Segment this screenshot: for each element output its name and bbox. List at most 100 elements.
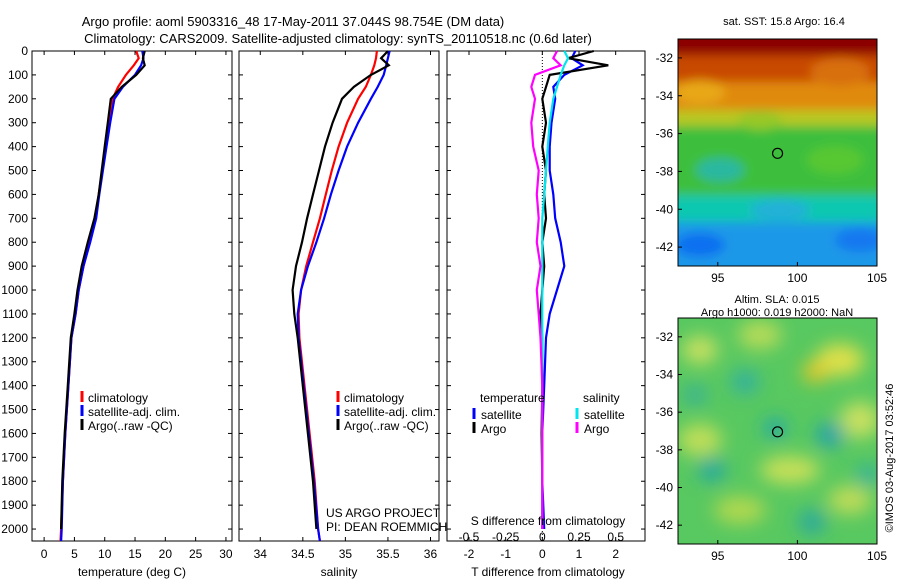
sla-map-title-line1: Altim. SLA: 0.015 [735, 294, 820, 306]
depth-tick-label: 500 [8, 164, 28, 178]
sla-map-title-line2: Argo h1000: 0.019 h2000: NaN [701, 307, 853, 319]
lat-tick-label: -42 [656, 240, 674, 254]
lat-tick-label: -34 [656, 89, 674, 103]
s-tick-label: -0.5 [459, 530, 480, 544]
figure-title-line2: Climatology: CARS2009. Satellite-adjuste… [84, 31, 592, 46]
project-annotation: US ARGO PROJECT [326, 506, 441, 520]
legend-label: satellite-adj. clim. [88, 405, 180, 419]
salinity-panel: 34 34.5 35 35.5 36 salinity climatologysatel… [238, 50, 447, 579]
x-tick-label: 35.5 [376, 547, 400, 561]
x-tick-label: 0 [41, 547, 48, 561]
x-tick-label: -1 [500, 547, 511, 561]
x-tick-label: 25 [189, 547, 203, 561]
legend-label: Argo(..raw -QC) [88, 419, 173, 433]
depth-tick-label: 1900 [1, 498, 28, 512]
s-tick-label: 0 [539, 530, 546, 544]
depth-tick-label: 1200 [1, 331, 28, 345]
lat-tick-label: -40 [656, 202, 674, 216]
sla-map-panel: Altim. SLA: 0.015 Argo h1000: 0.019 h200… [656, 294, 888, 563]
legend-label: satellite [481, 408, 522, 422]
sst-field [678, 39, 877, 266]
temperature-profile-line-0 [59, 50, 140, 542]
x-tick-label: 10 [98, 547, 112, 561]
lon-tick-label: 100 [787, 549, 807, 563]
x-tick-label: 15 [128, 547, 142, 561]
depth-tick-label: 400 [8, 140, 28, 154]
difference-profile-line-0 [541, 50, 585, 530]
depth-tick-label: 600 [8, 187, 28, 201]
depth-tick-label: 1100 [2, 307, 28, 321]
lon-tick-label: 105 [867, 549, 887, 563]
x-tick-label: 34 [254, 547, 268, 561]
legend-label: Argo [481, 422, 507, 436]
x-tick-label: 2 [612, 547, 619, 561]
pi-annotation: PI: DEAN ROEMMICH [326, 520, 447, 534]
lat-tick-label: -38 [656, 164, 674, 178]
difference-panel: -2 -1 0 1 2 T difference from climatology S … [446, 49, 646, 579]
lat-tick-label: -32 [656, 51, 674, 65]
temperature-profile-line-2 [60, 50, 146, 530]
x-tick-label: 5 [71, 547, 78, 561]
depth-tick-label: 1000 [1, 283, 28, 297]
legend-label: climatology [344, 391, 404, 405]
depth-tick-label: 300 [8, 116, 28, 130]
difference-axes-box [446, 50, 646, 542]
lon-tick-label: 100 [787, 271, 807, 285]
salinity-xlabel: salinity [321, 565, 358, 579]
salinity-profile-line-0 [297, 50, 378, 542]
s-tick-label: 0.25 [567, 530, 591, 544]
lon-tick-label: 95 [711, 549, 725, 563]
legend-header-salinity: salinity [583, 391, 620, 405]
t-difference-xlabel: T difference from climatology [471, 565, 625, 579]
depth-tick-label: 200 [8, 92, 28, 106]
sst-map-title: sat. SST: 15.8 Argo: 16.4 [723, 16, 845, 28]
legend-label: satellite-adj. clim. [344, 405, 436, 419]
x-tick-label: 20 [159, 547, 173, 561]
lon-tick-label: 105 [867, 271, 887, 285]
x-tick-label: 34.5 [291, 547, 315, 561]
x-tick-label: -2 [464, 547, 475, 561]
depth-tick-label: 700 [8, 211, 28, 225]
argo-float-marker [771, 426, 784, 438]
depth-tick-label: 1400 [1, 379, 28, 393]
s-tick-label: -0.25 [492, 530, 520, 544]
lat-tick-label: -36 [656, 127, 674, 141]
lon-tick-label: 95 [711, 271, 725, 285]
depth-tick-label: 1300 [1, 355, 28, 369]
lat-tick-label: -36 [656, 405, 674, 419]
legend-label: climatology [88, 391, 148, 405]
salinity-axes-box [238, 50, 440, 542]
temperature-panel: 0 5 10 15 20 25 30 0 100 200 300 400 500 600 700 800 90… [1, 44, 233, 579]
lat-tick-label: -34 [656, 368, 674, 382]
depth-tick-label: 1800 [1, 474, 28, 488]
difference-profile-line-3 [530, 50, 563, 529]
legend-label: Argo [584, 422, 610, 436]
depth-tick-label: 100 [8, 68, 28, 82]
argo-float-marker [771, 147, 784, 159]
x-tick-label: 30 [219, 547, 233, 561]
depth-tick-label: 1700 [1, 450, 28, 464]
sla-field [678, 321, 877, 534]
depth-tick-label: 1600 [1, 426, 28, 440]
depth-tick-label: 800 [8, 235, 28, 249]
lat-tick-label: -38 [656, 443, 674, 457]
lat-tick-label: -32 [656, 330, 674, 344]
salinity-profile-line-2 [291, 50, 391, 530]
legend-label: Argo(..raw -QC) [344, 419, 429, 433]
depth-tick-label: 1500 [1, 403, 28, 417]
x-tick-label: 35 [339, 547, 353, 561]
figure-title-line1: Argo profile: aoml 5903316_48 17-May-201… [82, 14, 505, 29]
s-difference-label: S difference from climatology [471, 514, 626, 528]
sst-map-panel: sat. SST: 15.8 Argo: 16.4 [656, 16, 888, 285]
temperature-axes-box [31, 50, 233, 542]
temperature-profile-line-1 [60, 50, 145, 542]
x-tick-label: 1 [576, 547, 583, 561]
imos-credit: ©IMOS 03-Aug-2017 03:52:46 [884, 384, 896, 533]
x-tick-label: 0 [539, 547, 546, 561]
temperature-xlabel: temperature (deg C) [78, 565, 186, 579]
s-tick-label: 0.5 [607, 530, 624, 544]
legend-label: satellite [584, 408, 625, 422]
depth-tick-label: 2000 [1, 522, 28, 536]
lat-tick-label: -40 [656, 481, 674, 495]
